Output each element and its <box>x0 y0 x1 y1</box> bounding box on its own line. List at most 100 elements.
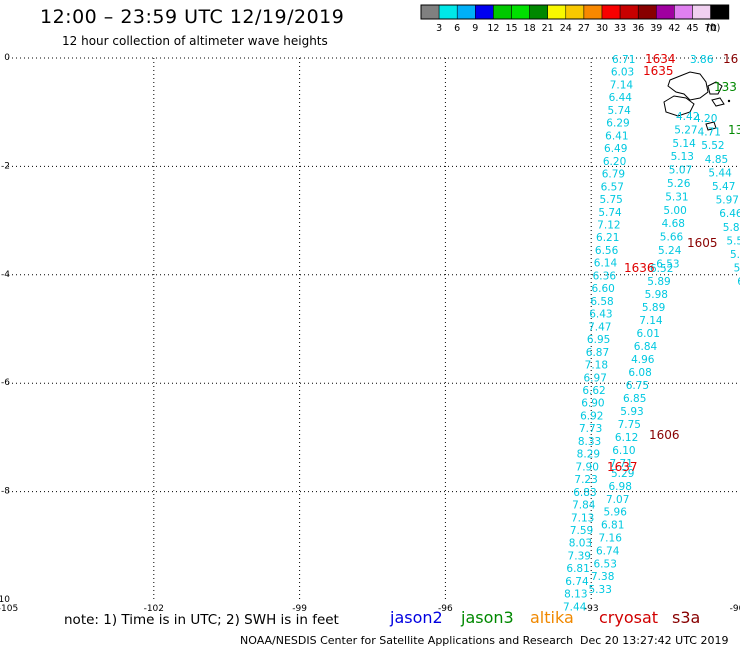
swh-label-track-a: 7.90 <box>576 461 599 473</box>
swh-label-track-a: 7.18 <box>585 360 608 372</box>
swh-label-track-a: 6.62 <box>582 385 605 397</box>
legend-label: 18 <box>524 23 536 34</box>
swh-label-track-a: 6.58 <box>590 296 613 308</box>
galapagos-islands <box>663 71 731 131</box>
swh-label-track-b: 6.81 <box>601 520 624 532</box>
swh-label-track-a: 6.20 <box>603 156 626 168</box>
swh-label-track-c: 6.10 <box>612 445 635 457</box>
swh-label-track-a: 6.92 <box>580 410 603 422</box>
legend-label: 33 <box>614 23 626 34</box>
swh-label-track-e: 5.5 <box>726 235 740 247</box>
swh-label-track-c: 6.85 <box>623 393 646 405</box>
swh-label-track-d: 5.27 <box>674 124 697 136</box>
swh-label-track-e: 5.8 <box>723 222 740 234</box>
swh-label-track-a: 7.12 <box>597 219 620 231</box>
swh-label-track-b: 5.29 <box>611 468 634 480</box>
legend-label: 24 <box>560 23 572 34</box>
island-dot <box>727 99 731 103</box>
time-label: 1637 <box>607 460 638 474</box>
time-label: 1606 <box>649 428 680 442</box>
time-label: 1635 <box>643 64 674 78</box>
swh-label-track-b: 6.74 <box>596 545 620 557</box>
swh-label-track-e: 4.20 <box>694 113 717 125</box>
swh-label-track-d: 5.07 <box>669 165 692 177</box>
swh-label-track-d: 5.13 <box>671 151 694 163</box>
swh-label-track-a: 6.43 <box>589 309 612 321</box>
swh-label-track-a: 7.44 <box>563 601 587 613</box>
swh-label-track-a: 6.74 <box>565 576 589 588</box>
island-santiago <box>711 97 725 107</box>
swh-label-track-c: 6.52 <box>650 263 673 275</box>
swh-label-track-a: 6.03 <box>611 67 634 79</box>
swh-label-track-c: 5.98 <box>645 289 668 301</box>
swh-label-track-a: 5.74 <box>607 105 631 117</box>
mission-s3a: s3a <box>672 608 701 627</box>
swh-label-track-b: 7.07 <box>606 494 629 506</box>
legend-label: 3 <box>436 23 442 34</box>
swh-label-track-a: 6.95 <box>587 334 610 346</box>
swh-label-track-a: 7.23 <box>574 474 597 486</box>
swh-label-track-e: 4.71 <box>698 127 721 139</box>
swh-label-track-a: 7.13 <box>571 512 594 524</box>
swh-label-track-c: 7.75 <box>618 419 641 431</box>
swh-label-track-a: 5.74 <box>598 207 622 219</box>
swh-label-track-a: 6.36 <box>593 270 617 282</box>
legend-label: 30 <box>596 23 608 34</box>
swh-label-track-c: 6.01 <box>637 328 660 340</box>
swh-label-track-a: 7.84 <box>572 500 596 512</box>
swh-label-track-a: 6.41 <box>605 130 628 142</box>
lon-label: -99 <box>292 604 307 614</box>
swh-label-track-b: 6.98 <box>609 481 632 493</box>
legend-label: 45 <box>686 23 698 34</box>
swh-label-track-b: 7.16 <box>599 533 623 545</box>
legend-unit: (ft) <box>706 23 720 34</box>
swh-label-track-c: 6.08 <box>628 367 651 379</box>
legend-label: 39 <box>650 23 662 34</box>
swh-label-track-a: 6.14 <box>594 258 618 270</box>
credit-text: NOAA/NESDIS Center for Satellite Applica… <box>240 634 574 647</box>
swh-label-track-a: 6.49 <box>604 143 627 155</box>
swh-label-track-c: 7.14 <box>639 315 663 327</box>
swh-label-track-a: 6.71 <box>612 54 635 66</box>
legend-label: 27 <box>578 23 590 34</box>
swh-label-track-d: 5.31 <box>665 191 688 203</box>
time-label: 1636 <box>624 261 655 275</box>
time-label: 13 <box>728 123 740 137</box>
swh-label-track-a: 7.14 <box>610 79 634 91</box>
island-isabela-south <box>663 95 695 117</box>
map-subtitle: 12 hour collection of altimeter wave hei… <box>62 34 328 48</box>
swh-label-track-b: 6.53 <box>594 558 617 570</box>
lon-label: -96 <box>438 604 453 614</box>
swh-label-track-a: 6.21 <box>596 232 619 244</box>
legend-label: 70 <box>705 23 717 34</box>
swh-label-track-e: 5.44 <box>708 167 732 179</box>
swh-label-track-a: 5.75 <box>599 194 622 206</box>
swh-label-track-c: 6.84 <box>634 341 658 353</box>
swh-label-track-c: 4.96 <box>631 354 655 366</box>
island-isabela-north <box>667 71 709 101</box>
island-floreana <box>705 121 717 131</box>
mission-jason2: jason2 <box>390 608 443 627</box>
swh-label-track-d: 6.53 <box>656 258 679 270</box>
swh-label-track-d: 5.26 <box>667 178 691 190</box>
swh-label-track-c: 5.89 <box>642 302 665 314</box>
swh-label-track-e: 5.52 <box>701 140 724 152</box>
legend-label: 15 <box>505 23 517 34</box>
legend-label: 9 <box>472 23 478 34</box>
swh-label-track-d: 5.00 <box>663 205 686 217</box>
lon-label: -93 <box>584 604 599 614</box>
swh-label-track-a: 6.79 <box>602 169 625 181</box>
legend-label: 36 <box>632 23 644 34</box>
swh-label-track-c: 7.71 <box>610 458 633 470</box>
swh-label-track-a: 8.33 <box>578 436 601 448</box>
lat-label: -10 <box>0 595 10 605</box>
swh-label-track-b: 5.96 <box>604 507 628 519</box>
swh-label-track-e: 6 <box>737 276 740 288</box>
swh-label-track-e: 5.97 <box>716 195 739 207</box>
island-santa-cruz <box>707 81 723 95</box>
swh-label-track-a: 8.03 <box>569 538 592 550</box>
lat-label: 0 <box>4 53 10 63</box>
swh-label-track-a: 8.29 <box>577 449 600 461</box>
mission-altika: altika <box>530 608 574 627</box>
lon-label: -102 <box>144 604 164 614</box>
